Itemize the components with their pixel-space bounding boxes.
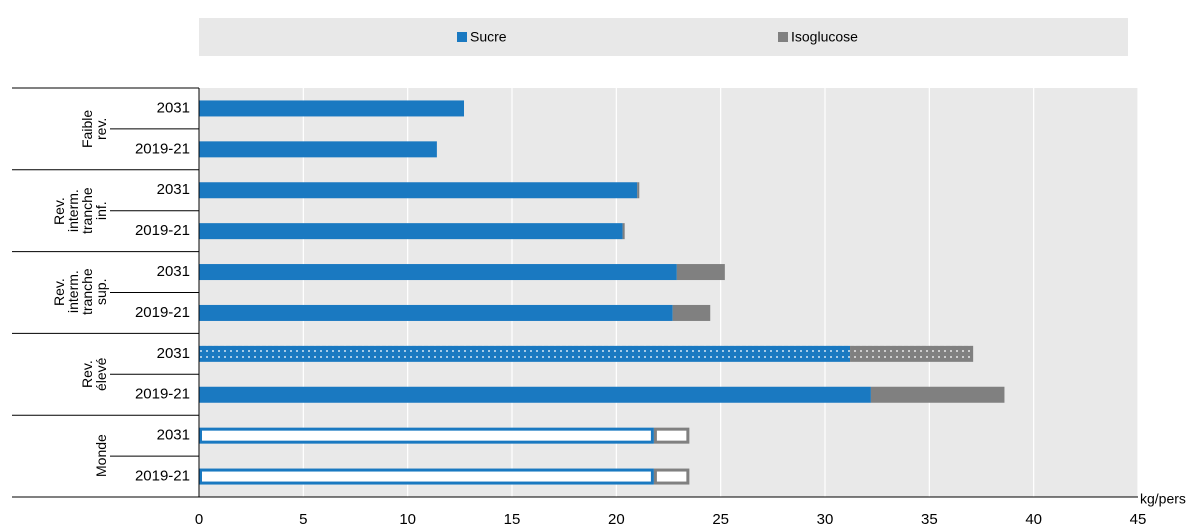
- bar-segment: [676, 264, 725, 281]
- bar-segment: [199, 141, 437, 158]
- bar-segment: [199, 264, 677, 281]
- group-label: Rev. élevé: [79, 357, 109, 392]
- y-tick-label: 2019-21: [135, 304, 190, 321]
- group-label-box: Rev. interm. tranche sup.: [12, 252, 109, 334]
- legend-swatch: [778, 32, 788, 42]
- y-tick-label: 2031: [157, 99, 190, 116]
- x-tick-label: 10: [399, 511, 416, 528]
- legend-swatch: [457, 32, 467, 42]
- bar-segment: [199, 100, 465, 117]
- group-label-box: Faible rev.: [12, 88, 109, 170]
- x-tick-label: 45: [1130, 511, 1147, 528]
- y-tick-label: 2019-21: [135, 468, 190, 485]
- bar-segment: [653, 468, 690, 485]
- legend-label: Isoglucose: [791, 29, 858, 45]
- bar-segment: [637, 182, 640, 199]
- y-tick-label: 2031: [157, 345, 190, 362]
- bar-segment: [622, 223, 625, 240]
- group-label: Rev. interm. tranche sup.: [51, 269, 109, 316]
- y-tick-label: 2031: [157, 263, 190, 280]
- bar-segment: [199, 304, 673, 321]
- x-tick-label: 40: [1025, 511, 1042, 528]
- bar-segment: [870, 386, 1005, 403]
- bar-pattern: [199, 345, 851, 362]
- x-tick-label: 20: [608, 511, 625, 528]
- legend-background: [199, 18, 1128, 56]
- y-tick-label: 2019-21: [135, 140, 190, 157]
- group-label: Faible rev.: [79, 109, 109, 148]
- y-tick-label: 2031: [157, 181, 190, 198]
- bar-segment: [199, 427, 654, 444]
- bar-segment: [672, 304, 711, 321]
- bar-segment: [653, 427, 690, 444]
- bar-pattern: [850, 345, 974, 362]
- x-tick-label: 35: [921, 511, 938, 528]
- group-label: Rev. interm. tranche inf.: [51, 187, 109, 235]
- x-tick-label: 5: [299, 511, 307, 528]
- bar-segment: [199, 468, 654, 485]
- group-label: Monde: [93, 434, 109, 478]
- legend-label: Sucre: [470, 29, 507, 45]
- group-label-box: Rev. élevé: [12, 333, 109, 415]
- x-tick-label: 30: [817, 511, 834, 528]
- x-axis-label: kg/pers: [1140, 491, 1186, 507]
- y-tick-label: 2019-21: [135, 222, 190, 239]
- bar-segment: [199, 182, 638, 199]
- group-label-box: Monde: [12, 415, 109, 497]
- bar-segment: [199, 223, 623, 240]
- group-label-box: Rev. interm. tranche inf.: [12, 170, 109, 252]
- y-tick-label: 2019-21: [135, 386, 190, 403]
- x-tick-label: 25: [712, 511, 729, 528]
- x-tick-label: 15: [504, 511, 521, 528]
- x-tick-label: 0: [195, 511, 203, 528]
- y-tick-label: 2031: [157, 427, 190, 444]
- bar-segment: [199, 386, 871, 403]
